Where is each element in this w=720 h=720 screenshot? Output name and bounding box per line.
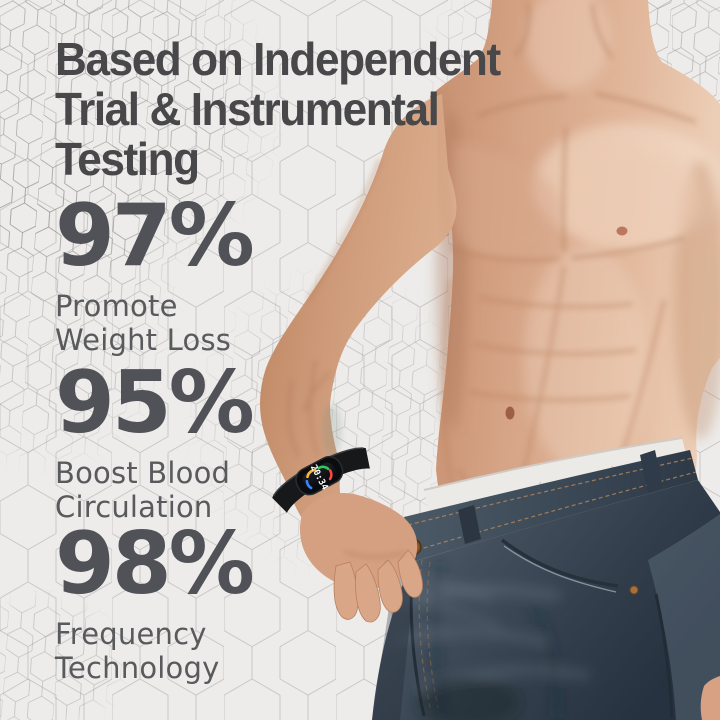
arm — [260, 94, 457, 623]
belt-loop — [640, 450, 663, 493]
stat-value: 95% — [55, 353, 255, 453]
stat-label-line-2: Technology — [55, 651, 220, 685]
stat-label: Boost Blood Circulation — [55, 456, 252, 524]
side-seam — [654, 593, 674, 719]
fitness-tracker: 20:34 — [272, 447, 370, 513]
pocket-rivet — [629, 585, 639, 595]
navel — [505, 406, 515, 420]
headline-line-3: Testing — [55, 133, 200, 185]
stat-label-line-1: Boost Blood — [55, 456, 231, 490]
stat-label: Promote Weight Loss — [55, 289, 252, 357]
stat-value: 97% — [55, 186, 255, 286]
right-hand-fingers — [700, 676, 720, 720]
stat-label-line-2: Weight Loss — [55, 323, 232, 357]
stat-label-line-1: Frequency — [55, 617, 207, 651]
stat-label-line-1: Promote — [55, 289, 178, 323]
chest — [439, 1, 699, 262]
headline: Based on Independent Trial & Instrumenta… — [55, 33, 501, 185]
stat-label-line-2: Circulation — [55, 490, 213, 524]
male-torso-figure: 20:34 — [260, 0, 720, 720]
jeans-body — [372, 480, 720, 720]
headline-line-2: Trial & Instrumental — [55, 83, 440, 135]
fingers — [333, 549, 423, 623]
stat-value: 98% — [55, 514, 255, 614]
pocket-seam — [500, 538, 619, 588]
headline-line-1: Based on Independent — [55, 33, 501, 85]
stat-label: Frequency Technology — [55, 617, 252, 685]
activity-rings-icon — [305, 465, 333, 490]
nipple — [616, 226, 628, 236]
stat-blood-circulation: 95% Boost Blood Circulation — [55, 353, 255, 524]
belt-loop — [458, 505, 481, 544]
stat-frequency-technology: 98% Frequency Technology — [55, 514, 255, 685]
stat-weight-loss: 97% Promote Weight Loss — [55, 186, 255, 357]
